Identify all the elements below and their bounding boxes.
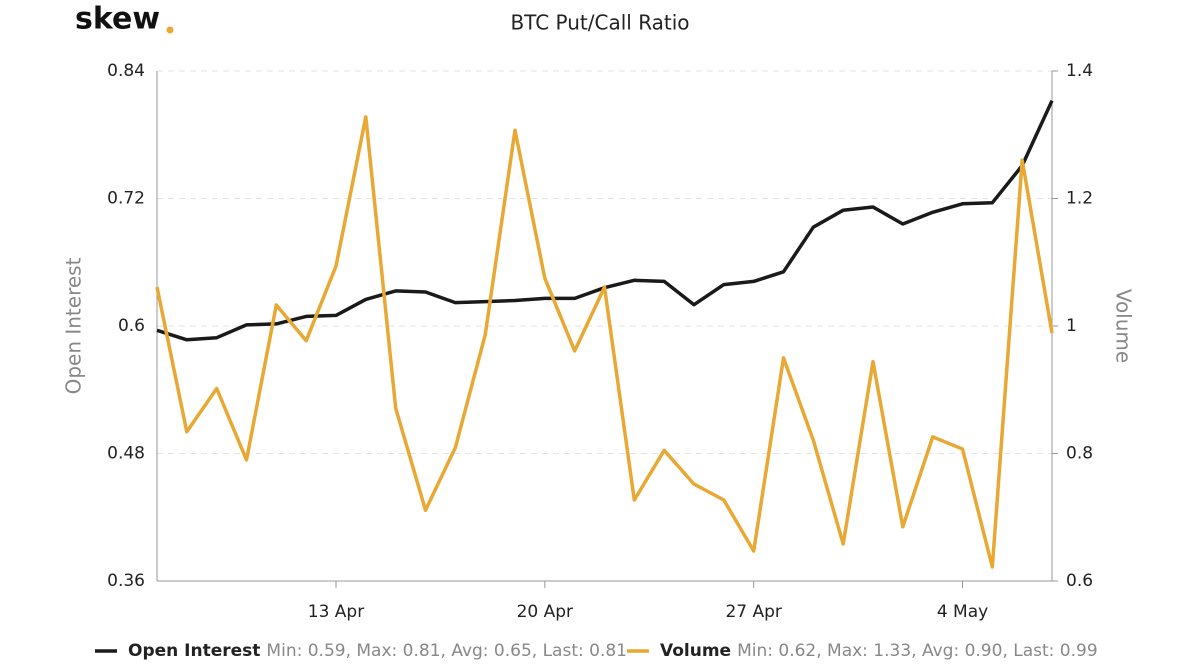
y2-tick-label: 0.8 [1066,444,1093,464]
y2-tick-label: 1.2 [1066,189,1093,209]
logo-dot [166,26,174,34]
line-series [156,99,1054,342]
legend-name: Open Interest [128,641,260,661]
legend-entry: Volume Min: 0.62, Max: 1.33, Avg: 0.90, L… [660,641,1098,661]
legend-name: Volume [660,641,731,661]
legend-stats: Min: 0.62, Max: 1.33, Avg: 0.90, Last: 0… [737,641,1098,661]
legend-stats: Min: 0.59, Max: 0.81, Avg: 0.65, Last: 0… [266,641,627,661]
chart-title: BTC Put/Call Ratio [510,11,689,35]
y-tick-label: 0.6 [118,316,145,336]
y-tick-label: 0.36 [107,571,145,591]
x-tick-label: 4 May [937,602,988,622]
x-tick-label: 27 Apr [725,602,781,622]
y-tick-label: 0.84 [107,61,145,81]
legend-entry: Open Interest Min: 0.59, Max: 0.81, Avg: … [128,641,627,661]
y-axis-label: Open Interest [62,257,86,394]
x-tick-label: 20 Apr [517,602,573,622]
y-tick-label: 0.48 [107,444,145,464]
y2-axis-label: Volume [1112,289,1136,363]
x-tick-label: 13 Apr [308,602,364,622]
y2-tick-label: 0.6 [1066,571,1093,591]
y2-tick-label: 1 [1066,316,1077,336]
logo: skew [75,2,160,37]
y2-tick-label: 1.4 [1066,61,1093,81]
y-tick-label: 0.72 [107,189,145,209]
line-series [155,115,1054,569]
